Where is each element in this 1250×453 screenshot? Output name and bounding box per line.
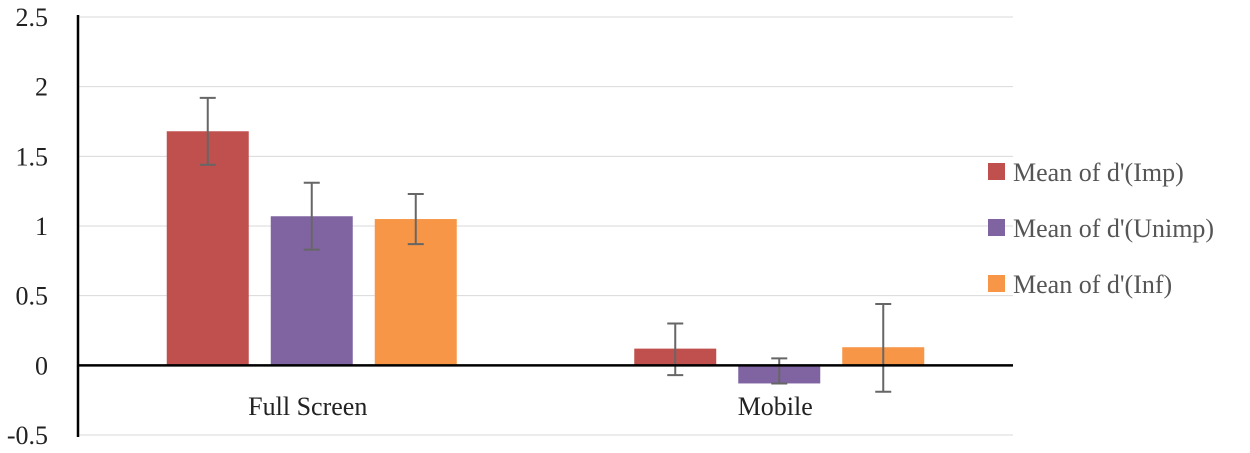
axes xyxy=(76,15,1013,437)
y-tick-label: 2.5 xyxy=(16,3,49,32)
bars xyxy=(166,131,925,384)
legend-item: Mean of d'(Unimp) xyxy=(988,214,1214,243)
y-tick-labels: 2.5 2 1.5 1 0.5 0 -0.5 xyxy=(7,3,48,450)
y-tick-label: 2 xyxy=(35,73,48,102)
y-tick-label: 0 xyxy=(35,351,48,380)
legend-item: Mean of d'(Inf) xyxy=(988,270,1172,299)
y-tick-label: 1.5 xyxy=(16,142,49,171)
legend-label: Mean of d'(Imp) xyxy=(1013,158,1184,187)
category-label: Mobile xyxy=(738,392,813,421)
category-label: Full Screen xyxy=(248,392,367,421)
y-tick-label: 0.5 xyxy=(16,282,49,311)
error-bar xyxy=(407,192,424,246)
y-tick-label: -0.5 xyxy=(7,421,48,450)
error-bar xyxy=(875,303,892,393)
legend-item: Mean of d'(Imp) xyxy=(988,158,1184,187)
legend: Mean of d'(Imp) Mean of d'(Unimp) Mean of … xyxy=(988,158,1214,299)
bar xyxy=(166,131,249,366)
error-bar xyxy=(771,357,788,385)
legend-label: Mean of d'(Inf) xyxy=(1013,270,1172,299)
legend-swatch xyxy=(988,163,1005,180)
legend-label: Mean of d'(Unimp) xyxy=(1013,214,1214,243)
legend-swatch xyxy=(988,219,1005,236)
error-bars xyxy=(199,96,892,393)
legend-swatch xyxy=(988,275,1005,292)
error-bar xyxy=(303,181,320,251)
category-labels: Full Screen Mobile xyxy=(248,392,813,421)
y-tick-label: 1 xyxy=(35,212,48,241)
error-bar xyxy=(199,96,216,166)
